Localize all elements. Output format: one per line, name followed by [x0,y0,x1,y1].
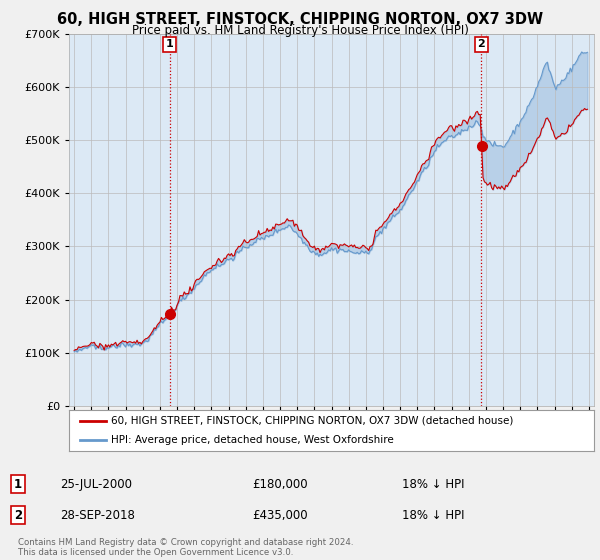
Text: Contains HM Land Registry data © Crown copyright and database right 2024.
This d: Contains HM Land Registry data © Crown c… [18,538,353,557]
Text: 1: 1 [14,478,22,491]
Text: 25-JUL-2000: 25-JUL-2000 [60,478,132,491]
Text: 28-SEP-2018: 28-SEP-2018 [60,508,135,522]
Text: 2: 2 [14,508,22,522]
Text: 18% ↓ HPI: 18% ↓ HPI [402,508,464,522]
Text: 2: 2 [478,39,485,49]
Text: £435,000: £435,000 [252,508,308,522]
Text: 18% ↓ HPI: 18% ↓ HPI [402,478,464,491]
Text: 1: 1 [166,39,173,49]
Text: 60, HIGH STREET, FINSTOCK, CHIPPING NORTON, OX7 3DW (detached house): 60, HIGH STREET, FINSTOCK, CHIPPING NORT… [111,416,514,426]
Text: Price paid vs. HM Land Registry's House Price Index (HPI): Price paid vs. HM Land Registry's House … [131,24,469,36]
Text: 60, HIGH STREET, FINSTOCK, CHIPPING NORTON, OX7 3DW: 60, HIGH STREET, FINSTOCK, CHIPPING NORT… [57,12,543,27]
Text: HPI: Average price, detached house, West Oxfordshire: HPI: Average price, detached house, West… [111,435,394,445]
Text: £180,000: £180,000 [252,478,308,491]
